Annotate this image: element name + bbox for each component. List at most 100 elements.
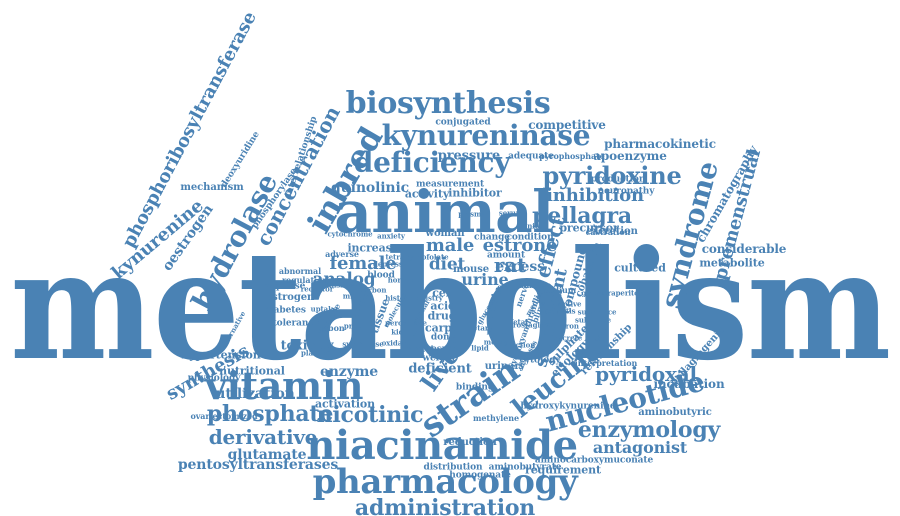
word-lipid: lipid <box>471 343 489 353</box>
word-precursor: precursor <box>559 221 619 235</box>
word-growth: growth <box>581 288 609 298</box>
word-female: female <box>329 253 397 274</box>
word-urinary: urinary <box>484 361 526 372</box>
word-histochemistry: histochemistry <box>385 293 443 303</box>
word-nutritional: nutritional <box>219 364 285 378</box>
word-niacinamide: niacinamide <box>306 422 578 469</box>
word-vitamin: vitamin <box>204 363 364 408</box>
word-excess: excess <box>495 259 545 275</box>
word-oxidase: oxidase <box>381 338 411 348</box>
word-cultured: cultured <box>614 261 666 275</box>
word-sulfonate: sulfonate <box>574 315 612 325</box>
word-activation: activation <box>314 397 376 411</box>
word-enzyme: enzyme <box>319 364 379 380</box>
word-binding: binding <box>455 382 495 393</box>
word-diet: diet <box>428 254 466 275</box>
word-hydroxykynurenine: hydroxykynurenine <box>520 401 616 412</box>
word-aminobutyrate: aminobutyrate <box>488 462 562 473</box>
word-derivative: derivative <box>208 425 318 449</box>
word-carbon: carbon <box>359 285 387 295</box>
word-toxicity: toxicity <box>280 338 334 354</box>
word-carpal: carpal <box>425 321 463 335</box>
word-kidney: kidney <box>391 327 417 337</box>
word-hormone: hormone <box>387 275 423 285</box>
word-methylene: methylene <box>472 413 520 423</box>
word-radioactive: radioactive <box>538 299 582 309</box>
word-plasma: plasma <box>458 209 486 219</box>
word-antagonist: antagonist <box>592 438 688 457</box>
word-interpretation: interpretation <box>574 358 638 368</box>
word-synthetase: synthetase <box>342 339 384 349</box>
word-estrogen: estrogen <box>265 292 315 303</box>
word-conjugated: conjugated <box>435 117 491 128</box>
word-acid: acid <box>430 299 456 313</box>
word-adverse: adverse <box>325 249 359 259</box>
word-metabolism: metabolism <box>10 218 891 394</box>
word-production: production <box>590 174 646 185</box>
word-peroxidase: peroxidase <box>385 318 427 328</box>
word-depression: depression <box>373 259 415 269</box>
word-castration: castration <box>585 227 631 237</box>
word-reduction: reduction <box>443 437 497 448</box>
word-phosphate: phosphate <box>206 401 334 427</box>
word-animal: animal <box>334 178 554 246</box>
word-aminocarboxymuconate: aminocarboxymuconate <box>534 455 654 466</box>
word-condition: condition <box>506 232 554 243</box>
word-kynureninase: kynureninase <box>381 119 591 152</box>
word-pyridoxal: pyridoxal <box>595 362 697 386</box>
word-amount: amount <box>486 250 526 261</box>
word-infection: infection <box>500 340 536 350</box>
word-homogenate: homogenate <box>449 470 511 481</box>
word-clinical: clinical <box>517 221 547 231</box>
word-adequate: adequate <box>508 151 554 162</box>
word-catalyst: catalyst <box>404 343 434 353</box>
word-diabetes: diabetes <box>264 305 306 316</box>
word-receptor: receptor <box>300 284 334 294</box>
word-pyrophosphate: pyrophosphate <box>539 151 605 161</box>
word-methyl: methyl <box>483 337 511 347</box>
word-analog: analog <box>312 269 376 290</box>
word-considerable: considerable <box>701 242 787 256</box>
word-pressure: pressure <box>437 148 501 164</box>
word-change: change <box>474 232 510 243</box>
word-pentosyltransferases: pentosyltransferases <box>177 457 339 473</box>
word-placebo: placebo <box>301 348 331 358</box>
word-cytochrome: cytochrome <box>327 229 373 239</box>
word-incubation: incubation <box>653 377 725 391</box>
word-substance: substance <box>577 307 617 317</box>
word-quinolinic: quinolinic <box>330 180 410 196</box>
word-anxiety: anxiety <box>377 231 405 241</box>
word-aminobutyric: aminobutyric <box>638 407 712 418</box>
word-response: response <box>260 281 306 292</box>
word-male: male <box>425 235 475 256</box>
word-inhibitor: inhibitor <box>448 186 502 200</box>
word-done: done <box>430 332 456 343</box>
word-pellagra: pellagra <box>532 203 632 229</box>
word-excrete: excrete <box>553 333 583 343</box>
word-estrone: estrone <box>482 235 558 256</box>
word-regulation: regulation <box>281 275 329 285</box>
word-nicotinic: nicotinic <box>316 402 424 428</box>
word-requirement: requirement <box>525 463 601 477</box>
word-drug: drug <box>427 309 457 323</box>
word-apoenzyme: apoenzyme <box>593 149 667 163</box>
word-weight: weight <box>422 353 456 364</box>
word-ovariectomized: ovariectomized <box>190 411 258 421</box>
word-alanine: alanine <box>518 280 552 290</box>
word-iron: iron <box>563 321 579 331</box>
word-measurement: measurement <box>415 179 485 190</box>
word-serum: serum <box>498 208 524 218</box>
word-mice: mice <box>342 291 362 301</box>
word-rat: rat <box>493 253 527 277</box>
word-prostaglandin: prostaglandin <box>508 320 562 330</box>
word-woman: woman <box>425 228 465 239</box>
word-result: result <box>426 344 456 355</box>
word-sodium: sodium <box>543 285 577 295</box>
word-enzymology: enzymology <box>577 417 721 443</box>
word-oral: oral <box>497 282 513 292</box>
word-competitive: competitive <box>528 118 606 132</box>
word-physiology: physiology <box>187 373 241 384</box>
word-biosynthesis: biosynthesis <box>345 86 551 121</box>
word-pharmacology: pharmacology <box>312 462 578 502</box>
